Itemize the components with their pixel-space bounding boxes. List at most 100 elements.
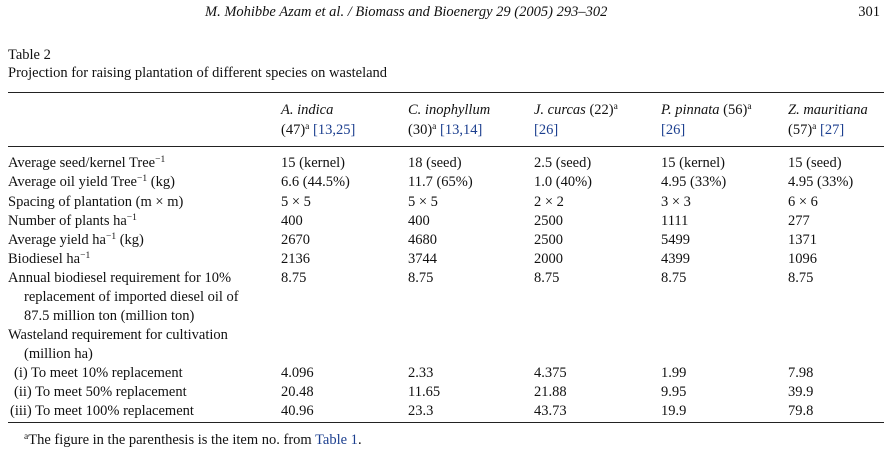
column-header-species: C. inophyllum xyxy=(408,102,491,118)
row-label: Average yield ha−1 (kg) xyxy=(8,231,144,250)
table-cell: 2.5 (seed) xyxy=(534,155,592,171)
citation-link[interactable]: [13,25] xyxy=(313,122,356,138)
table-top-rule xyxy=(8,92,884,93)
table-cell: 11.7 (65%) xyxy=(408,174,473,190)
table-cell: 3 × 3 xyxy=(661,194,691,210)
table-cell: 4.95 (33%) xyxy=(661,174,727,190)
table-cell: 15 (seed) xyxy=(788,155,842,171)
item-number: (47) xyxy=(281,122,306,138)
table-cell: 1111 xyxy=(661,213,689,229)
table-cell: 4.95 (33%) xyxy=(788,174,854,190)
table-cell: 40.96 xyxy=(281,403,314,419)
table-cell: 21.88 xyxy=(534,384,567,400)
running-title: M. Mohibbe Azam et al. / Biomass and Bio… xyxy=(205,4,607,21)
footnote-sup: a xyxy=(613,102,618,112)
row-label: (i) To meet 10% replacement xyxy=(14,365,183,381)
column-header-species: Z. mauritiana xyxy=(788,102,868,118)
table-header-rule xyxy=(8,146,884,147)
row-label-line: replacement of imported diesel oil of xyxy=(24,289,239,305)
footnote-end: . xyxy=(357,432,362,448)
row-label-exponent: −1 xyxy=(137,174,148,184)
row-label-text: Biodiesel ha xyxy=(8,251,81,267)
table-cell: 4680 xyxy=(408,232,437,248)
table-cell: 2670 xyxy=(281,232,310,248)
table-cell: 8.75 xyxy=(281,270,307,286)
citation-link[interactable]: [26] xyxy=(534,122,559,138)
running-head-authors: M. Mohibbe Azam et al. xyxy=(205,4,345,20)
table-cell: 11.65 xyxy=(408,384,441,400)
column-header-ref: (57)a [27] xyxy=(788,120,868,140)
footnote-table-link[interactable]: Table 1 xyxy=(315,432,358,448)
footnote-sup: a xyxy=(812,122,817,132)
item-number: (30) xyxy=(408,122,433,138)
table-cell: 3744 xyxy=(408,251,437,267)
column-header-species: A. indica xyxy=(281,102,334,118)
row-label-unit: (kg) xyxy=(147,174,175,190)
column-header-species: P. pinnata (56)a xyxy=(661,100,752,120)
item-number: (57) xyxy=(788,122,813,138)
citation-link[interactable]: [27] xyxy=(820,122,845,138)
row-label-text: Average yield ha xyxy=(8,232,106,248)
section-heading-line: (million ha) xyxy=(24,346,93,362)
citation-link[interactable]: [13,14] xyxy=(440,122,483,138)
table-bottom-rule xyxy=(8,422,884,423)
row-label-text: Spacing of plantation (m × m) xyxy=(8,194,184,210)
column-header-species: J. curcas (22)a xyxy=(534,100,618,120)
table-cell: 2.33 xyxy=(408,365,434,381)
row-label-unit: (kg) xyxy=(116,232,144,248)
row-label: Average oil yield Tree−1 (kg) xyxy=(8,173,175,192)
row-label: Average seed/kernel Tree−1 xyxy=(8,154,165,173)
table-cell: 6.6 (44.5%) xyxy=(281,174,350,190)
footnote-text: The figure in the parenthesis is the ite… xyxy=(28,432,316,448)
column-header: P. pinnata (56)a [26] xyxy=(661,100,752,140)
page-number: 301 xyxy=(858,4,880,20)
table-cell: 2136 xyxy=(281,251,310,267)
running-head: M. Mohibbe Azam et al. / Biomass and Bio… xyxy=(0,4,894,26)
row-label: (iii) To meet 100% replacement xyxy=(10,403,194,419)
table-cell: 4399 xyxy=(661,251,690,267)
table-cell: 23.3 xyxy=(408,403,434,419)
row-label: Spacing of plantation (m × m) xyxy=(8,193,183,212)
row-label: (ii) To meet 50% replacement xyxy=(14,384,187,400)
section-heading-line: Wasteland requirement for cultivation xyxy=(8,327,228,343)
table-footnote: aThe figure in the parenthesis is the it… xyxy=(24,432,362,449)
table-cell: 5 × 5 xyxy=(281,194,311,210)
column-header-ref: [26] xyxy=(534,120,618,140)
table-cell: 4.096 xyxy=(281,365,314,381)
table-cell: 8.75 xyxy=(408,270,434,286)
column-header: C. inophyllum (30)a [13,14] xyxy=(408,100,490,140)
item-number: (22) xyxy=(589,102,614,118)
table-cell: 7.98 xyxy=(788,365,814,381)
table-cell: 9.95 xyxy=(661,384,687,400)
table-cell: 2500 xyxy=(534,232,563,248)
table-cell: 1096 xyxy=(788,251,817,267)
table-cell: 2000 xyxy=(534,251,563,267)
table-cell: 18 (seed) xyxy=(408,155,462,171)
table-cell: 15 (kernel) xyxy=(281,155,346,171)
column-header: Z. mauritiana (57)a [27] xyxy=(788,100,868,140)
row-label-text: Average oil yield Tree xyxy=(8,174,137,190)
table-cell: 1.0 (40%) xyxy=(534,174,592,190)
running-head-separator: / xyxy=(344,4,356,20)
table-title: Projection for raising plantation of dif… xyxy=(8,65,388,81)
table-cell: 43.73 xyxy=(534,403,567,419)
row-label-exponent: −1 xyxy=(126,213,137,223)
table-cell: 39.9 xyxy=(788,384,814,400)
citation-link[interactable]: [26] xyxy=(661,122,686,138)
table-label: Table 2 xyxy=(8,47,51,63)
table-cell: 6 × 6 xyxy=(788,194,818,210)
footnote-sup: a xyxy=(747,102,752,112)
column-species-name: J. curcas xyxy=(534,102,586,118)
column-header-ref: (30)a [13,14] xyxy=(408,120,490,140)
running-head-journal: Biomass and Bioenergy 29 (2005) 293–302 xyxy=(355,4,608,20)
table-cell: 1.99 xyxy=(661,365,687,381)
table-cell: 5 × 5 xyxy=(408,194,438,210)
column-species-name: P. pinnata xyxy=(661,102,720,118)
row-label: Number of plants ha−1 xyxy=(8,212,137,231)
table-cell: 5499 xyxy=(661,232,690,248)
column-header: A. indica (47)a [13,25] xyxy=(281,100,355,140)
row-label-line: 87.5 million ton (million ton) xyxy=(24,308,195,324)
row-label: Biodiesel ha−1 xyxy=(8,250,90,269)
column-header-ref: [26] xyxy=(661,120,752,140)
